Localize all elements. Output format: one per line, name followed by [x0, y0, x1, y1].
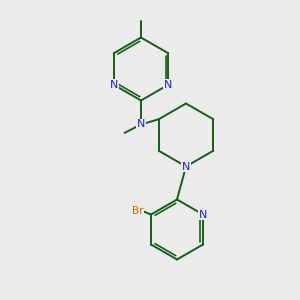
Text: N: N [182, 161, 190, 172]
Text: N: N [137, 119, 145, 130]
Text: Br: Br [132, 206, 143, 217]
Text: N: N [164, 80, 172, 90]
Text: N: N [199, 209, 207, 220]
Text: N: N [110, 80, 118, 90]
